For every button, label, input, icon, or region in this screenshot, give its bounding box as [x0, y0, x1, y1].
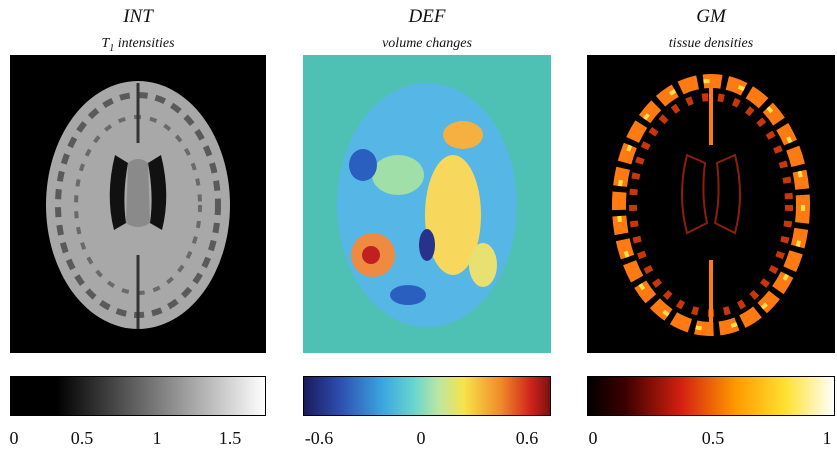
panel-gm: GM tissue densities 0 0.5 1	[587, 0, 835, 454]
panel-title: DEF	[408, 6, 446, 27]
tick-label: 1	[822, 428, 832, 448]
colorbar-int	[10, 376, 266, 416]
colorbar-gm	[587, 376, 835, 416]
tick-label: 0	[416, 428, 426, 448]
tick-label: 0	[588, 428, 598, 448]
tick-label: 1.5	[218, 428, 242, 448]
panel-int: INT T1 intensities 0 0.5 1 1.5	[10, 0, 266, 454]
panel-subtitle: T1 intensities	[101, 36, 175, 54]
brain-gray-matter-map	[587, 55, 835, 353]
tick-label: -0.6	[304, 428, 334, 448]
tick-label: 1	[152, 428, 162, 448]
brain-t1-image	[10, 55, 266, 353]
panel-subtitle: tissue densities	[668, 36, 754, 51]
panel-title: GM	[696, 6, 726, 27]
brain-volume-change-map	[303, 55, 551, 353]
tick-label: 0.5	[701, 428, 725, 448]
panel-subtitle: volume changes	[382, 36, 472, 51]
tick-label: 0	[9, 428, 19, 448]
tick-label: 0.5	[70, 428, 94, 448]
tick-label: 0.6	[515, 428, 539, 448]
panel-def: DEF volume changes	[303, 0, 551, 454]
colorbar-def	[303, 376, 551, 416]
panel-title: INT	[123, 6, 153, 27]
